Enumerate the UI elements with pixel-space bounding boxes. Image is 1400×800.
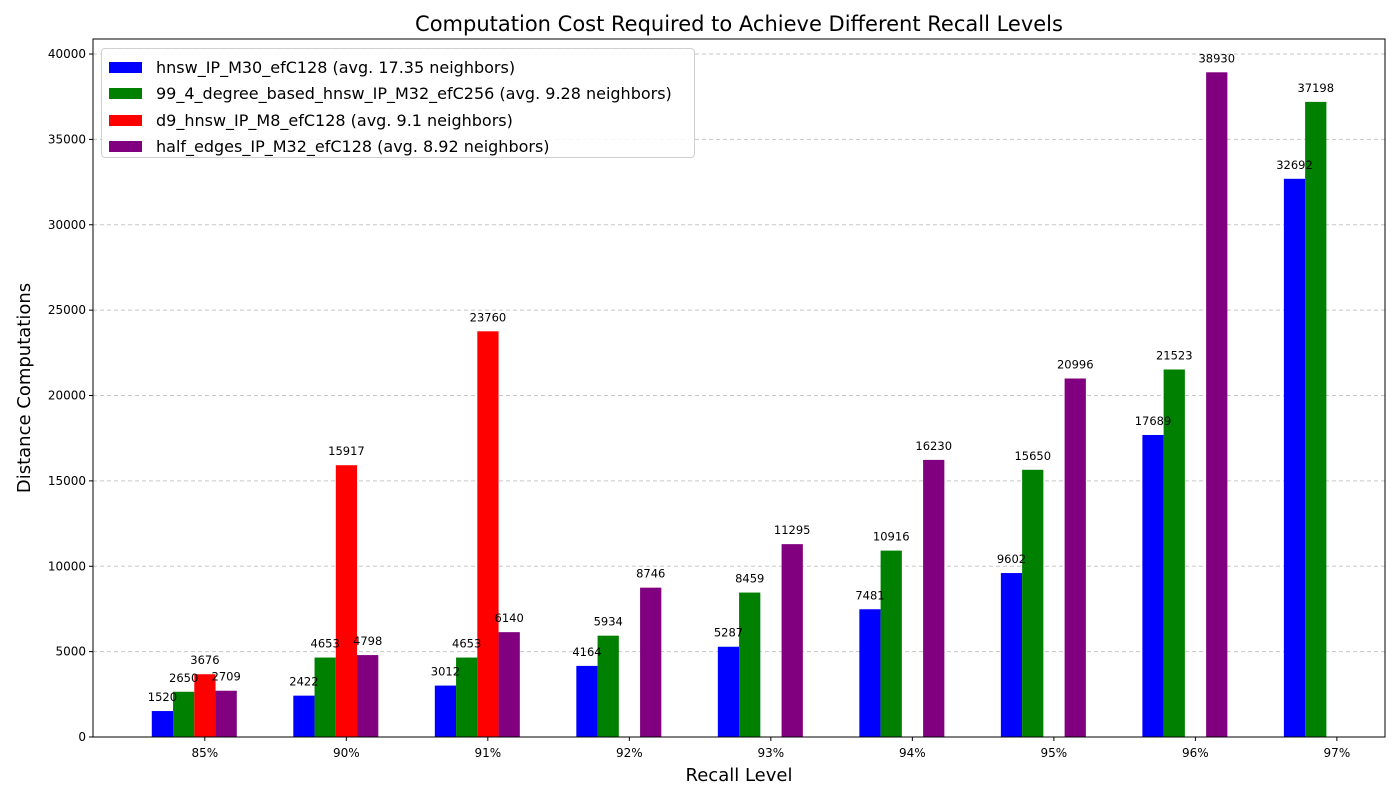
data-label: 15650 bbox=[1014, 449, 1051, 463]
data-label: 15917 bbox=[328, 444, 365, 458]
bar bbox=[859, 609, 881, 737]
x-tick-label: 85% bbox=[191, 746, 218, 760]
data-label: 4653 bbox=[452, 637, 481, 651]
x-tick-label: 94% bbox=[899, 746, 926, 760]
legend-item: 99_4_degree_based_hnsw_IP_M32_efC256 (av… bbox=[109, 81, 694, 108]
data-label: 6140 bbox=[495, 611, 524, 625]
x-axis-label: Recall Level bbox=[686, 765, 793, 786]
bar bbox=[923, 459, 945, 737]
bar bbox=[781, 544, 803, 737]
data-label: 8746 bbox=[636, 567, 665, 581]
legend-swatch bbox=[109, 61, 142, 73]
data-label: 7481 bbox=[855, 588, 884, 602]
legend: hnsw_IP_M30_efC128 (avg. 17.35 neighbors… bbox=[101, 48, 695, 158]
bar bbox=[335, 465, 358, 737]
bar bbox=[151, 711, 174, 737]
y-tick-label: 5000 bbox=[55, 645, 86, 659]
x-tick-label: 93% bbox=[758, 746, 785, 760]
data-label: 2709 bbox=[212, 670, 241, 684]
bar bbox=[357, 655, 379, 737]
bar bbox=[477, 331, 499, 737]
x-tick-label: 95% bbox=[1041, 746, 1068, 760]
data-label: 10916 bbox=[873, 530, 910, 544]
legend-swatch bbox=[109, 114, 142, 126]
x-tick-label: 92% bbox=[616, 746, 643, 760]
legend-label: hnsw_IP_M30_efC128 (avg. 17.35 neighbors… bbox=[156, 57, 516, 77]
data-label: 21523 bbox=[1156, 349, 1193, 363]
data-label: 32692 bbox=[1276, 158, 1313, 172]
bar bbox=[1163, 369, 1185, 737]
x-tick-label: 90% bbox=[333, 746, 360, 760]
bar bbox=[576, 665, 598, 737]
bar bbox=[1305, 101, 1327, 738]
y-tick-label: 25000 bbox=[48, 303, 86, 317]
chart-title: Computation Cost Required to Achieve Dif… bbox=[415, 12, 1063, 36]
data-label: 3012 bbox=[431, 665, 460, 679]
plot-frame bbox=[92, 38, 1386, 738]
data-label: 9602 bbox=[997, 552, 1026, 566]
bar bbox=[1000, 573, 1023, 737]
x-tick-label: 97% bbox=[1324, 746, 1351, 760]
data-label: 4653 bbox=[311, 637, 340, 651]
bar bbox=[1142, 434, 1164, 737]
y-tick-label: 10000 bbox=[48, 559, 86, 573]
bar bbox=[498, 632, 520, 737]
data-label: 23760 bbox=[470, 310, 507, 324]
bar bbox=[215, 690, 237, 737]
data-label: 37198 bbox=[1297, 81, 1334, 95]
y-tick-label: 0 bbox=[78, 730, 86, 744]
legend-swatch bbox=[109, 88, 142, 100]
bar bbox=[1022, 469, 1044, 737]
data-label: 4798 bbox=[353, 634, 382, 648]
data-label: 20996 bbox=[1057, 358, 1094, 372]
data-label: 5934 bbox=[594, 615, 623, 629]
y-tick-label: 20000 bbox=[48, 389, 86, 403]
legend-label: 99_4_degree_based_hnsw_IP_M32_efC256 (av… bbox=[156, 84, 672, 104]
data-label: 3676 bbox=[190, 653, 219, 667]
bar bbox=[880, 550, 902, 737]
bar bbox=[739, 592, 761, 737]
data-label: 2422 bbox=[289, 675, 318, 689]
data-label: 11295 bbox=[774, 523, 811, 537]
bar bbox=[173, 691, 195, 737]
data-label: 8459 bbox=[735, 572, 764, 586]
bar bbox=[1064, 378, 1086, 737]
data-label: 5287 bbox=[714, 626, 743, 640]
legend-item: half_edges_IP_M32_efC128 (avg. 8.92 neig… bbox=[109, 134, 694, 161]
bar bbox=[456, 657, 478, 737]
bar bbox=[434, 685, 457, 737]
bar bbox=[1206, 72, 1228, 737]
x-tick-label: 91% bbox=[474, 746, 501, 760]
legend-label: d9_hnsw_IP_M8_efC128 (avg. 9.1 neighbors… bbox=[156, 110, 513, 130]
bar bbox=[194, 674, 216, 737]
bar bbox=[640, 587, 662, 737]
bar bbox=[717, 646, 740, 737]
bar bbox=[314, 657, 336, 737]
data-label: 38930 bbox=[1198, 51, 1235, 65]
y-tick-label: 35000 bbox=[48, 132, 86, 146]
data-label: 4164 bbox=[572, 645, 601, 659]
data-label: 17689 bbox=[1135, 414, 1172, 428]
y-tick-label: 40000 bbox=[48, 47, 86, 61]
legend-item: hnsw_IP_M30_efC128 (avg. 17.35 neighbors… bbox=[109, 54, 694, 81]
bar bbox=[293, 695, 315, 737]
data-label: 2650 bbox=[169, 671, 198, 685]
legend-label: half_edges_IP_M32_efC128 (avg. 8.92 neig… bbox=[156, 137, 550, 157]
data-label: 1520 bbox=[148, 690, 177, 704]
y-tick-label: 15000 bbox=[48, 474, 86, 488]
y-tick-label: 30000 bbox=[48, 218, 86, 232]
bar bbox=[1283, 178, 1306, 738]
x-tick-label: 96% bbox=[1182, 746, 1209, 760]
data-label: 16230 bbox=[915, 439, 952, 453]
legend-item: d9_hnsw_IP_M8_efC128 (avg. 9.1 neighbors… bbox=[109, 107, 694, 134]
bar bbox=[597, 635, 619, 737]
legend-swatch bbox=[109, 141, 142, 153]
y-axis-label: Distance Computations bbox=[14, 283, 35, 493]
